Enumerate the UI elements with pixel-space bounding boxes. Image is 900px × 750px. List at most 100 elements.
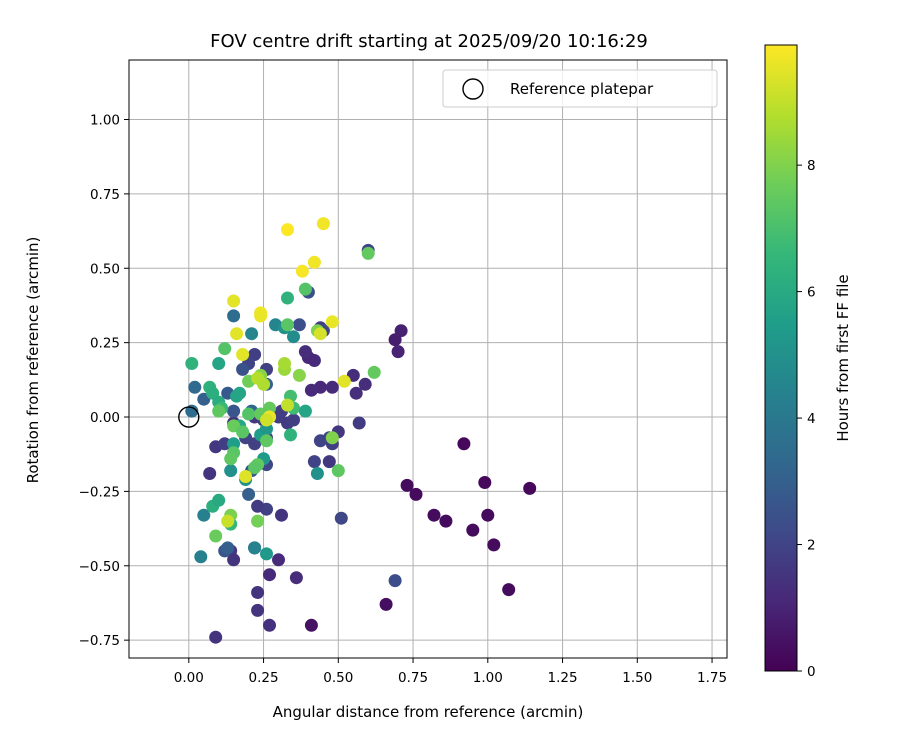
data-point [227,309,241,323]
colorbar: 0 2 4 6 8 Hours from first FF file [764,44,852,680]
x-tick-label: 1.50 [622,670,652,686]
data-point [391,345,405,359]
data-point [502,583,516,597]
y-tick-label: −0.25 [79,484,120,500]
data-point [242,407,256,421]
plot-frame [128,59,728,659]
y-tick-label: 0.25 [90,336,120,352]
data-point [304,383,318,397]
data-point [275,508,288,522]
y-tick-label: 0.00 [90,410,120,426]
y-axis-ticks: −0.75 −0.50 −0.25 0.00 0.25 0.50 0.75 1.00 [79,113,129,649]
data-point [221,514,235,528]
data-point [260,422,273,436]
data-point [313,434,327,448]
data-point [287,330,300,344]
y-axis-label: Rotation from reference (arcmin) [24,237,42,484]
colorbar-tick-label: 0 [807,664,816,680]
data-point [523,481,537,495]
data-point [313,327,327,341]
data-point [361,246,375,260]
reference-platepar-marker [178,406,200,428]
data-point [212,493,226,507]
data-point [298,282,312,296]
data-point [248,461,262,475]
colorbar-gradient [765,45,797,671]
data-point [325,315,339,329]
grid-lines [129,60,727,658]
data-point [316,217,330,231]
data-point [209,529,223,543]
legend-entry-label: Reference platepar [510,80,654,98]
data-point [233,386,247,400]
colorbar-tick-label: 8 [807,158,816,174]
data-point [236,425,250,439]
data-point [457,437,471,451]
data-point [379,597,393,611]
data-point [251,586,265,599]
data-point [212,357,226,370]
y-tick-label: −0.50 [79,559,120,575]
data-point [466,523,480,537]
data-point [260,547,273,561]
data-point [230,327,244,341]
data-point [287,413,300,427]
data-point [242,487,256,501]
colorbar-tick-label: 6 [807,285,816,301]
data-point [400,478,414,492]
data-point [487,538,501,552]
data-point [292,368,306,382]
chart-title: FOV centre drift starting at 2025/09/20 … [210,31,648,52]
data-point [227,294,241,308]
data-point [358,377,372,391]
colorbar-ticks: 0 2 4 6 8 [797,158,816,680]
data-point [260,413,273,427]
data-point [236,348,250,361]
data-point [307,455,321,469]
data-point [251,499,265,513]
x-axis-ticks: 0.00 0.25 0.50 0.75 1.00 1.25 1.50 1.75 [174,658,727,686]
data-point [307,255,321,269]
data-point [337,374,351,388]
data-point [295,264,309,278]
x-tick-label: 1.75 [697,670,727,686]
data-point [248,541,262,555]
y-tick-label: 0.50 [90,261,120,277]
x-tick-label: 1.00 [473,670,503,686]
x-tick-label: 0.50 [323,670,353,686]
data-points [178,217,537,644]
data-point [281,291,294,305]
data-point [427,508,441,522]
data-point [212,404,226,418]
data-point [224,464,238,478]
data-point [203,467,217,480]
data-point [251,514,265,528]
data-point [272,553,285,567]
data-point [278,357,291,370]
data-point [236,362,250,376]
data-point [263,618,276,632]
y-tick-label: 1.00 [90,113,120,129]
data-point [260,434,273,448]
data-point [194,550,208,564]
data-point [292,318,306,332]
data-point [218,437,232,451]
legend-box [442,69,718,108]
data-point [281,398,294,412]
data-point [224,452,238,466]
data-point [284,428,297,442]
data-point [227,437,241,451]
data-point [289,571,303,585]
data-point [394,324,408,338]
data-point [263,401,276,415]
data-point [439,514,453,528]
data-point [298,404,312,418]
data-point [304,618,318,632]
colorbar-tick-label: 2 [807,538,816,554]
data-point [221,541,235,555]
data-point [409,487,423,501]
data-point [325,431,339,445]
data-point [218,342,232,356]
data-point [281,223,294,237]
